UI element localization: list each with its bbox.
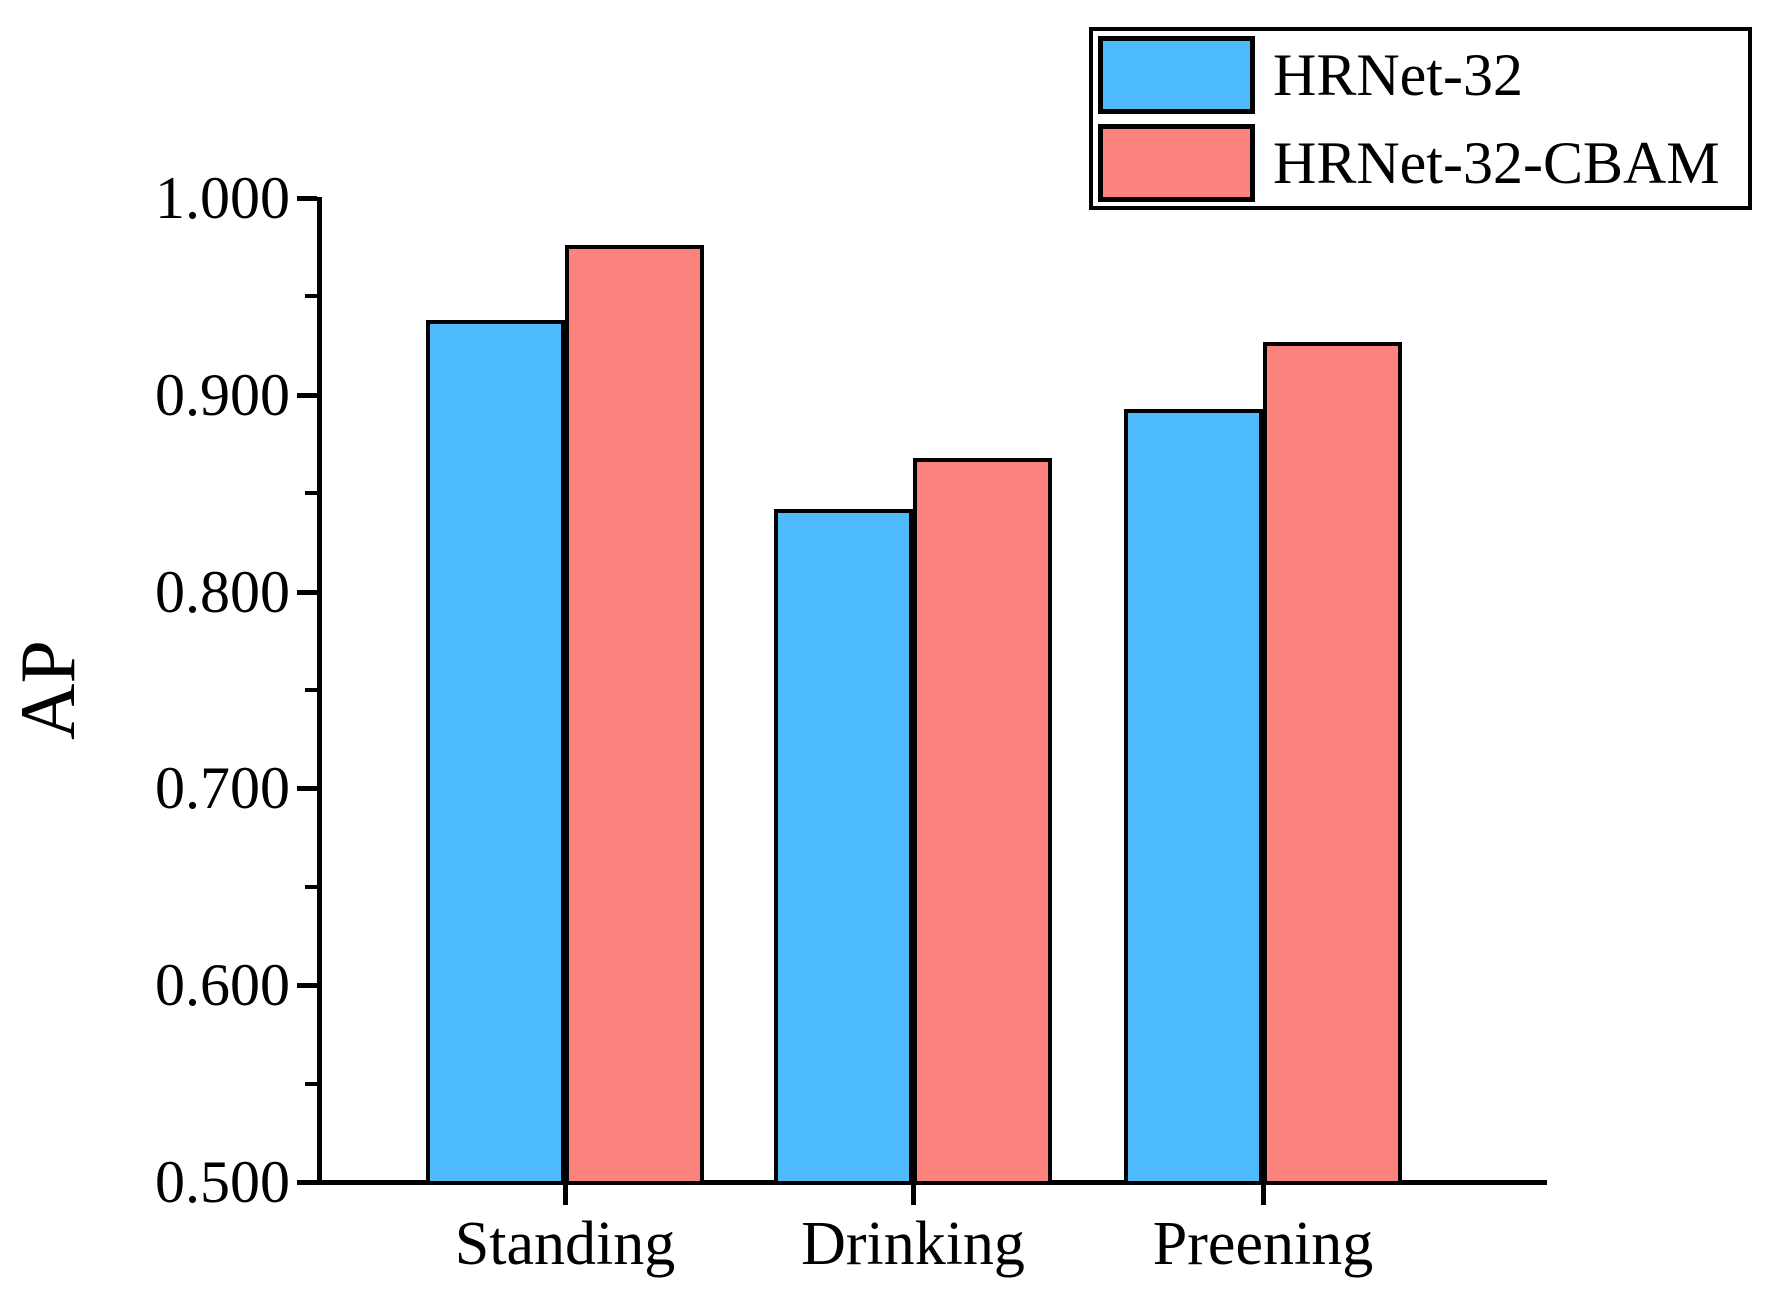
y-axis-tick-label: 0.600 — [155, 952, 290, 1018]
y-axis — [317, 197, 322, 1185]
legend-item-hrnet-32: HRNet-32 — [1098, 36, 1738, 114]
y-axis-major-tick — [297, 393, 317, 398]
legend-swatch-hrnet-32-cbam — [1098, 124, 1255, 202]
x-axis-tick — [1261, 1185, 1266, 1205]
x-axis-category-label: Standing — [454, 1210, 676, 1278]
legend-label-hrnet-32: HRNet-32 — [1273, 42, 1523, 108]
bar-standing-hrnet-32-cbam — [565, 245, 704, 1185]
y-axis-minor-tick — [305, 294, 317, 298]
x-axis-category-label: Drinking — [801, 1210, 1025, 1278]
legend-swatch-hrnet-32 — [1098, 36, 1255, 114]
bar-drinking-hrnet-32 — [774, 509, 913, 1185]
bar-standing-hrnet-32 — [426, 320, 565, 1185]
legend: HRNet-32 HRNet-32-CBAM — [1089, 27, 1752, 210]
y-axis-minor-tick — [305, 491, 317, 495]
legend-label-hrnet-32-cbam: HRNet-32-CBAM — [1273, 130, 1720, 196]
y-axis-tick-label: 1.000 — [155, 165, 290, 231]
y-axis-major-tick — [297, 983, 317, 988]
y-axis-tick-label: 0.700 — [155, 755, 290, 821]
y-axis-minor-tick — [305, 1082, 317, 1086]
y-axis-major-tick — [297, 1180, 317, 1185]
bar-preening-hrnet-32 — [1124, 409, 1263, 1185]
bar-preening-hrnet-32-cbam — [1263, 342, 1402, 1185]
y-axis-major-tick — [297, 196, 317, 201]
y-axis-major-tick — [297, 590, 317, 595]
legend-item-hrnet-32-cbam: HRNet-32-CBAM — [1098, 124, 1738, 202]
y-axis-title: AP — [4, 640, 91, 740]
y-axis-tick-label: 0.900 — [155, 362, 290, 428]
y-axis-minor-tick — [305, 885, 317, 889]
x-axis-tick — [911, 1185, 916, 1205]
y-axis-tick-label: 0.500 — [155, 1149, 290, 1215]
bar-drinking-hrnet-32-cbam — [913, 458, 1052, 1185]
y-axis-major-tick — [297, 786, 317, 791]
y-axis-tick-label: 0.800 — [155, 559, 290, 625]
x-axis-tick — [563, 1185, 568, 1205]
x-axis-category-label: Preening — [1152, 1210, 1374, 1278]
y-axis-minor-tick — [305, 688, 317, 692]
